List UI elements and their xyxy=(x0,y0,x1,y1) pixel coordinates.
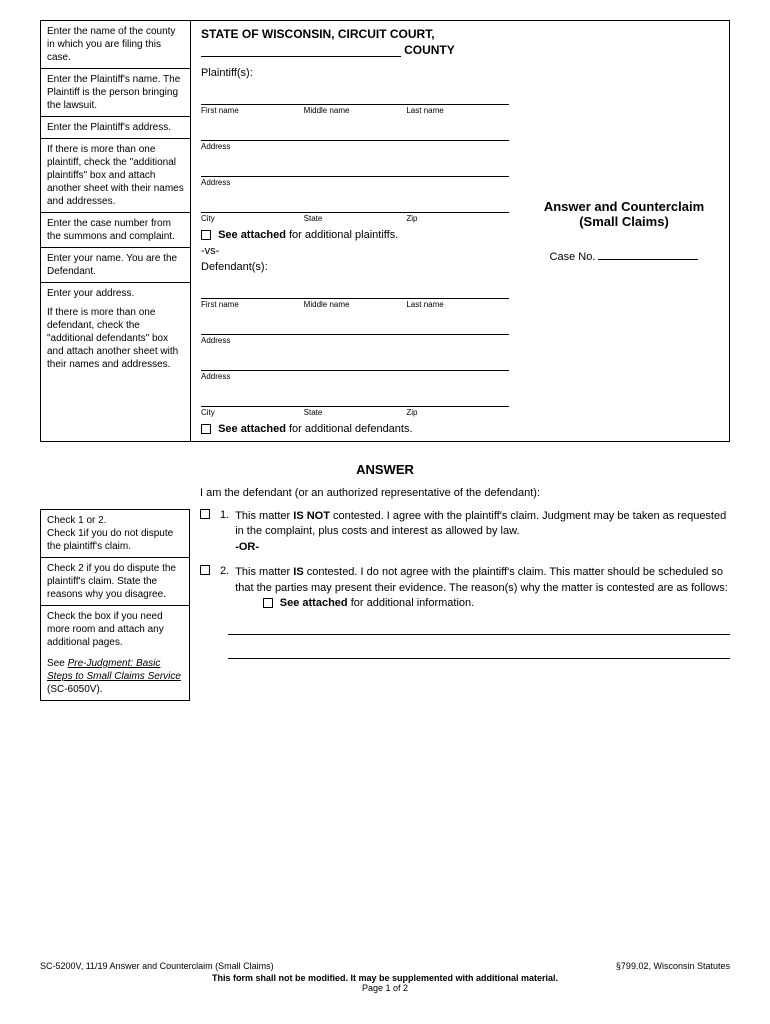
instr-checkbox-more: Check the box if you need more room and … xyxy=(41,606,189,700)
form-title-2: (Small Claims) xyxy=(579,214,669,229)
party-info-column: STATE OF WISCONSIN, CIRCUIT COURT, COUNT… xyxy=(191,21,519,441)
option-1-num: 1. xyxy=(220,509,229,555)
county-input[interactable] xyxy=(201,45,401,57)
def-name-labels: First name Middle name Last name xyxy=(201,300,509,309)
additional-plaintiffs-row: See attached for additional plaintiffs. xyxy=(201,229,509,241)
form-header-section: Enter the name of the county in which yo… xyxy=(40,20,730,442)
instr-case-number: Enter the case number from the summons a… xyxy=(41,213,190,248)
vs-separator: -vs- xyxy=(201,245,509,257)
defendant-city-input[interactable] xyxy=(201,391,509,407)
name-labels: First name Middle name Last name xyxy=(201,106,509,115)
plaintiff-address2-input[interactable] xyxy=(201,161,509,177)
option-2-text: This matter IS contested. I do not agree… xyxy=(235,565,730,611)
defendant-address1-input[interactable] xyxy=(201,319,509,335)
def-address-label: Address xyxy=(201,336,509,345)
plaintiffs-label: Plaintiff(s): xyxy=(201,67,509,79)
answer-body: Check 1 or 2. Check 1if you do not dispu… xyxy=(40,509,730,701)
additional-defendants-checkbox[interactable] xyxy=(201,424,211,434)
instr-check2: Check 2 if you do dispute the plaintiff'… xyxy=(41,558,189,606)
defendant-address2-input[interactable] xyxy=(201,355,509,371)
instr-defendant-addr: Enter your address. If there is more tha… xyxy=(41,283,190,375)
def-address-label-2: Address xyxy=(201,372,509,381)
option-1-text: This matter IS NOT contested. I agree wi… xyxy=(235,509,730,555)
instr-plaintiff-name: Enter the Plaintiff's name. The Plaintif… xyxy=(41,69,190,117)
case-no-row: Case No. xyxy=(550,249,699,263)
instr-county: Enter the name of the county in which yo… xyxy=(41,21,190,69)
defendant-name-input[interactable] xyxy=(201,283,509,299)
option-2: 2. This matter IS contested. I do not ag… xyxy=(200,565,730,611)
instruction-column: Enter the name of the county in which yo… xyxy=(41,21,191,441)
city-labels: City State Zip xyxy=(201,214,509,223)
court-name: STATE OF WISCONSIN, CIRCUIT COURT, xyxy=(201,27,509,41)
def-city-labels: City State Zip xyxy=(201,408,509,417)
answer-instructions: Check 1 or 2. Check 1if you do not dispu… xyxy=(40,509,190,701)
footer-notice: This form shall not be modified. It may … xyxy=(40,973,730,983)
address-label: Address xyxy=(201,142,509,151)
case-no-input[interactable] xyxy=(598,249,698,260)
title-column: Answer and Counterclaim (Small Claims) C… xyxy=(519,21,729,441)
address-label-2: Address xyxy=(201,178,509,187)
county-label: COUNTY xyxy=(404,43,455,57)
answer-section: ANSWER I am the defendant (or an authori… xyxy=(40,462,730,701)
plaintiff-address1-input[interactable] xyxy=(201,125,509,141)
plaintiff-name-input[interactable] xyxy=(201,89,509,105)
additional-plaintiffs-checkbox[interactable] xyxy=(201,230,211,240)
option-2-checkbox[interactable] xyxy=(200,565,210,575)
form-title-1: Answer and Counterclaim xyxy=(544,199,704,214)
option-1-checkbox[interactable] xyxy=(200,509,210,519)
county-line: COUNTY xyxy=(201,43,509,57)
instr-more-plaintiffs: If there is more than one plaintiff, che… xyxy=(41,139,190,213)
reason-line-2[interactable] xyxy=(228,645,730,659)
instr-plaintiff-addr: Enter the Plaintiff's address. xyxy=(41,117,190,139)
answer-heading: ANSWER xyxy=(40,462,730,477)
page-number: Page 1 of 2 xyxy=(40,983,730,993)
reason-line-1[interactable] xyxy=(228,621,730,635)
page-footer: SC-5200V, 11/19 Answer and Counterclaim … xyxy=(40,961,730,993)
answer-options: 1. This matter IS NOT contested. I agree… xyxy=(190,509,730,701)
instr-check12: Check 1 or 2. Check 1if you do not dispu… xyxy=(41,510,189,558)
option-2-num: 2. xyxy=(220,565,229,611)
additional-defendants-row: See attached for additional defendants. xyxy=(201,423,509,435)
instr-defendant-name: Enter your name. You are the Defendant. xyxy=(41,248,190,283)
plaintiff-city-input[interactable] xyxy=(201,197,509,213)
option-1: 1. This matter IS NOT contested. I agree… xyxy=(200,509,730,555)
defendants-label: Defendant(s): xyxy=(201,261,509,273)
statute-ref: §799.02, Wisconsin Statutes xyxy=(616,961,730,971)
form-id: SC-5200V, 11/19 Answer and Counterclaim … xyxy=(40,961,274,971)
answer-intro: I am the defendant (or an authorized rep… xyxy=(200,487,730,499)
see-attached-checkbox[interactable] xyxy=(263,598,273,608)
footer-meta: SC-5200V, 11/19 Answer and Counterclaim … xyxy=(40,961,730,971)
